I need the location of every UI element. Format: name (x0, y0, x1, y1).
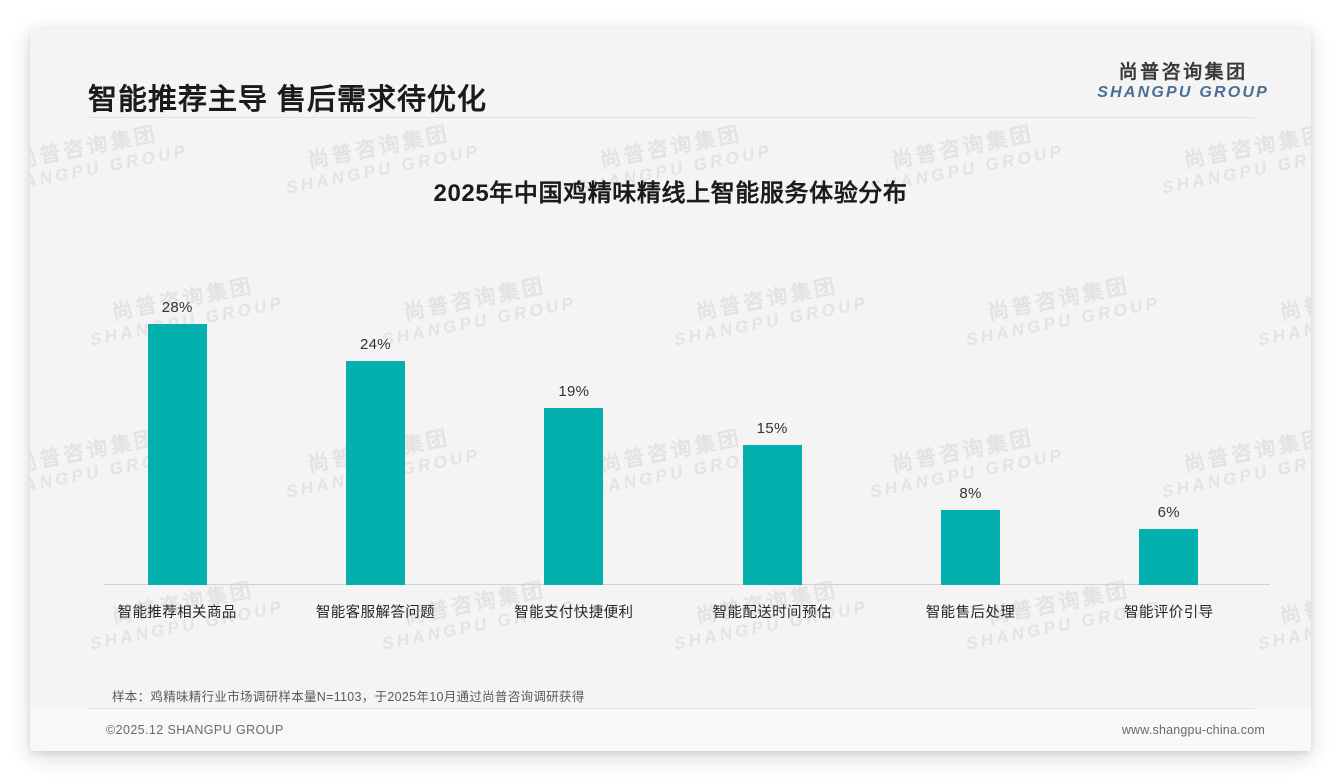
bar-series: 28% 智能推荐相关商品 24% 智能客服解答问题 19% 智能支付快捷便利 15% 智能配送… (78, 242, 1268, 621)
copyright-text: ©2025.12 SHANGPU GROUP (106, 723, 284, 737)
slide-card: 尚普咨询集团 SHANGPU GROUP 尚普咨询集团 SHANGPU GROUP 尚普… (30, 28, 1311, 751)
bar-value-label: 15% (756, 420, 788, 437)
bar-value-label: 6% (1157, 504, 1180, 521)
bar-group: 24% 智能客服解答问题 (276, 242, 474, 621)
category-label: 智能售后处理 (925, 605, 1016, 621)
bar-group: 19% 智能支付快捷便利 (475, 242, 673, 621)
footer-divider (88, 708, 1254, 709)
page-title: 智能推荐主导 售后需求待优化 (88, 84, 488, 116)
bar-rect[interactable] (345, 361, 405, 585)
brand-logo-en: SHANGPU GROUP (1097, 84, 1269, 102)
bar-rect[interactable] (742, 445, 802, 585)
sample-footnote: 样本：鸡精味精行业市场调研样本量N=1103，于2025年10月通过尚普咨询调研… (112, 690, 585, 704)
slide-header: 智能推荐主导 售后需求待优化 尚普咨询集团 SHANGPU GROUP (30, 28, 1311, 116)
bar-value-label: 24% (360, 336, 391, 353)
website-link[interactable]: www.shangpu-china.com (1121, 723, 1265, 737)
bar-rect[interactable] (544, 408, 604, 585)
header-divider (88, 117, 1254, 118)
bar-value-label: 28% (161, 299, 193, 316)
chart-title: 2025年中国鸡精味精线上智能服务体验分布 (433, 180, 908, 207)
bar-group: 28% 智能推荐相关商品 (78, 242, 276, 621)
bar-value-label: 8% (959, 485, 982, 502)
category-label: 智能配送时间预估 (712, 605, 832, 621)
bar-group: 15% 智能配送时间预估 (673, 242, 871, 621)
bar-rect[interactable] (940, 510, 1000, 585)
brand-logo-cn: 尚普咨询集团 (1118, 62, 1248, 83)
bar-group: 6% 智能评价引导 (1070, 242, 1268, 621)
category-label: 智能评价引导 (1124, 605, 1214, 621)
slide-footer: ©2025.12 SHANGPU GROUP www.shangpu-china… (30, 709, 1311, 751)
bar-chart-plot: 28% 智能推荐相关商品 24% 智能客服解答问题 19% 智能支付快捷便利 15% 智能配送… (78, 242, 1270, 621)
bar-rect[interactable] (1139, 529, 1199, 585)
category-label: 智能支付快捷便利 (514, 605, 634, 621)
brand-logo: 尚普咨询集团 SHANGPU GROUP (1097, 62, 1269, 103)
category-label: 智能客服解答问题 (315, 605, 436, 621)
x-axis-line (104, 584, 1270, 585)
bar-rect[interactable] (147, 324, 207, 585)
chart-area: 2025年中国鸡精味精线上智能服务体验分布 28% 智能推荐相关商品 24% 智能客服… (30, 124, 1311, 644)
bar-value-label: 19% (558, 383, 590, 400)
category-label: 智能推荐相关商品 (117, 605, 237, 621)
bar-group: 8% 智能售后处理 (871, 242, 1069, 621)
